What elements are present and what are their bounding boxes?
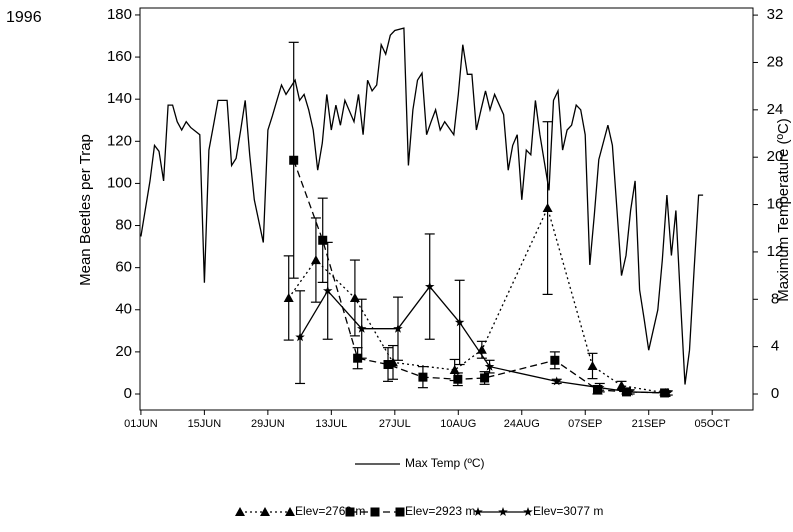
x-tick-label: 07SEP bbox=[568, 418, 602, 430]
marker-square bbox=[383, 360, 393, 370]
y2-axis-label: Maximum Temperature (ºC) bbox=[775, 118, 792, 302]
marker-star bbox=[484, 361, 495, 371]
marker-star bbox=[393, 323, 403, 333]
y-tick-label: 0 bbox=[124, 385, 132, 402]
y2-tick-label: 0 bbox=[771, 385, 779, 402]
marker-star bbox=[595, 382, 605, 392]
corner-label: 1996 bbox=[6, 9, 42, 26]
y-tick-label: 60 bbox=[115, 259, 132, 276]
marker-square bbox=[453, 374, 463, 384]
y2-tick-label: 20 bbox=[767, 148, 784, 165]
marker-star bbox=[624, 386, 635, 396]
series-line bbox=[140, 27, 704, 385]
legend-marker bbox=[235, 507, 245, 516]
marker-star bbox=[454, 317, 465, 327]
y-tick-label: 40 bbox=[115, 301, 132, 318]
legend-marker bbox=[523, 507, 533, 516]
y-tick-label: 80 bbox=[115, 216, 132, 233]
marker-triangle bbox=[587, 360, 598, 370]
y-tick-label: 140 bbox=[107, 90, 132, 107]
legend-marker bbox=[498, 507, 508, 516]
marker-square bbox=[418, 372, 428, 382]
y2-tick-label: 4 bbox=[771, 338, 779, 355]
legend-marker bbox=[345, 507, 355, 517]
marker-square bbox=[289, 155, 299, 165]
legend-marker bbox=[395, 507, 405, 517]
legend-label: Max Temp (ºC) bbox=[405, 456, 485, 470]
legend-label: Elev=3077 m bbox=[533, 504, 603, 518]
marker-star bbox=[425, 281, 435, 291]
marker-star bbox=[663, 387, 673, 397]
y-tick-label: 100 bbox=[107, 174, 132, 191]
marker-triangle bbox=[283, 292, 294, 302]
marker-triangle bbox=[449, 364, 460, 374]
marker-triangle bbox=[616, 380, 627, 390]
legend-label: Elev=2923 m bbox=[405, 504, 475, 518]
marker-star bbox=[295, 332, 305, 342]
y-axis-label: Mean Beetles per Trap bbox=[77, 134, 94, 286]
x-tick-label: 13JUL bbox=[315, 418, 347, 430]
x-tick-label: 24AUG bbox=[504, 418, 540, 430]
y2-tick-label: 16 bbox=[767, 196, 784, 213]
legend-marker bbox=[260, 507, 270, 516]
y2-tick-label: 32 bbox=[767, 6, 784, 23]
series-line bbox=[288, 206, 666, 394]
x-tick-label: 27JUL bbox=[379, 418, 411, 430]
y-tick-label: 180 bbox=[107, 6, 132, 23]
marker-square bbox=[318, 235, 328, 245]
plot-frame bbox=[139, 7, 754, 411]
y2-tick-label: 8 bbox=[771, 290, 779, 307]
marker-star bbox=[323, 285, 333, 295]
marker-triangle bbox=[542, 203, 553, 213]
y-tick-label: 120 bbox=[107, 132, 132, 149]
marker-star bbox=[357, 323, 367, 333]
y2-tick-label: 28 bbox=[767, 53, 784, 70]
legend-label: Elev=2769 m bbox=[295, 504, 365, 518]
x-tick-label: 05OCT bbox=[694, 418, 730, 430]
marker-square bbox=[480, 373, 490, 383]
x-tick-label: 15JUN bbox=[188, 418, 222, 430]
marker-star bbox=[551, 376, 562, 386]
legend-marker bbox=[473, 507, 483, 516]
legend-marker bbox=[285, 507, 295, 516]
y-tick-label: 160 bbox=[107, 48, 132, 65]
y2-tick-label: 24 bbox=[767, 101, 784, 118]
x-tick-label: 01JUN bbox=[124, 418, 158, 430]
y-tick-label: 20 bbox=[115, 343, 132, 360]
legend-marker bbox=[370, 507, 380, 517]
x-tick-label: 21SEP bbox=[632, 418, 666, 430]
y2-tick-label: 12 bbox=[767, 243, 784, 260]
x-tick-label: 29JUN bbox=[251, 418, 285, 430]
marker-square bbox=[550, 355, 560, 365]
marker-triangle bbox=[310, 255, 321, 265]
x-tick-label: 10AUG bbox=[440, 418, 476, 430]
